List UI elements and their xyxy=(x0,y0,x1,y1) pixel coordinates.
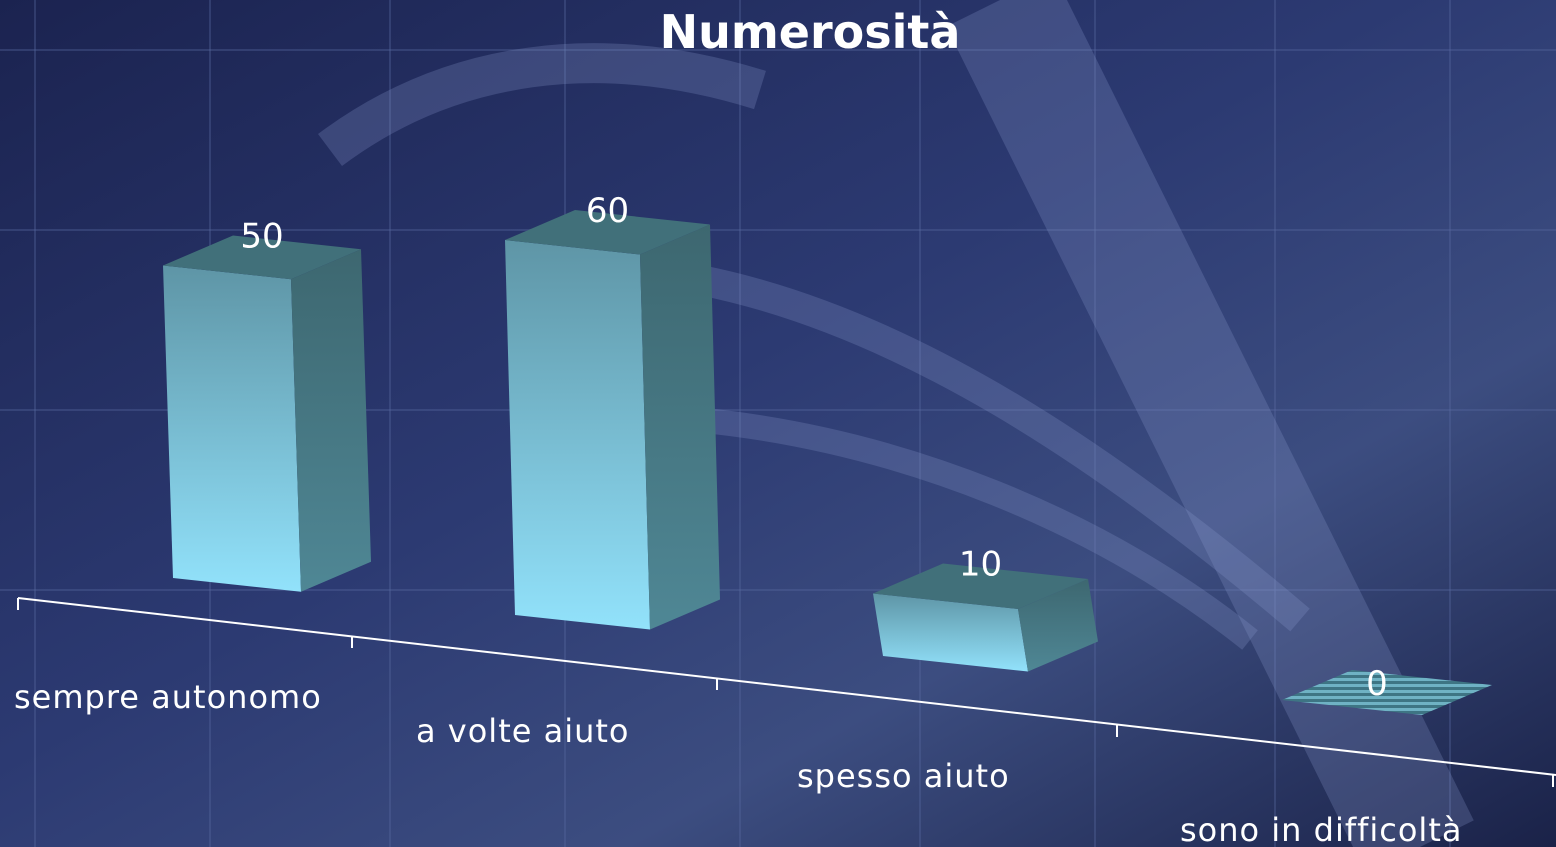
value-label: 0 xyxy=(1366,664,1388,704)
value-label: 50 xyxy=(240,217,283,257)
bar-front xyxy=(505,240,650,630)
bar-top xyxy=(163,235,361,280)
background-swoosh xyxy=(318,0,1474,847)
bar-front xyxy=(163,265,301,592)
bar-side xyxy=(640,224,720,630)
x-tick-label: sono in difficoltà xyxy=(1180,811,1462,847)
bar-side xyxy=(1018,579,1098,672)
chart-title: Numerosità xyxy=(660,5,961,59)
bar-top xyxy=(505,210,710,255)
value-label: 10 xyxy=(959,545,1002,585)
axis-line xyxy=(17,597,1556,776)
bar-front xyxy=(873,593,1028,672)
bar-side xyxy=(291,249,371,592)
bar-top xyxy=(873,563,1088,609)
x-tick-label: sempre autonomo xyxy=(14,678,322,716)
x-tick-label: a volte aiuto xyxy=(416,712,630,750)
value-label: 60 xyxy=(586,191,629,231)
x-axis xyxy=(17,597,1556,787)
x-tick-label: spesso aiuto xyxy=(797,757,1010,795)
bar-top xyxy=(1282,670,1492,715)
